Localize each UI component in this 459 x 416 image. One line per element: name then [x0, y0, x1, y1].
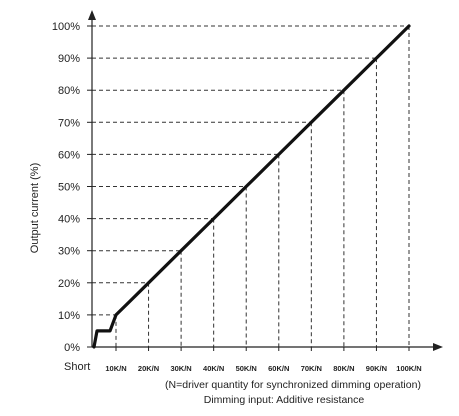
axes	[88, 10, 443, 351]
x-axis-title: Dimming input: Additive resistance	[204, 394, 365, 406]
y-tick-label: 30%	[58, 246, 80, 258]
y-tick-label: 10%	[58, 310, 80, 322]
x-tick-label: 90K/N	[366, 364, 387, 373]
y-tick-label: 0%	[64, 342, 80, 354]
series-line	[92, 24, 411, 349]
y-tick-label: 70%	[58, 117, 80, 129]
x-tick-label: 40K/N	[203, 364, 224, 373]
x-axis-arrow-icon	[433, 343, 443, 351]
x-tick-label: 30K/N	[170, 364, 191, 373]
x-tick-label: 100K/N	[396, 364, 421, 373]
x-tick-label: 70K/N	[301, 364, 322, 373]
x-tick-label: 60K/N	[268, 364, 289, 373]
y-tick-label: 90%	[58, 53, 80, 65]
y-tick-label: 50%	[58, 182, 80, 194]
x-tick-label: 80K/N	[333, 364, 354, 373]
x-tick-label: 20K/N	[138, 364, 159, 373]
y-tick-label: 60%	[58, 149, 80, 161]
y-tick-label: 100%	[52, 21, 80, 33]
chart-note: (N=driver quantity for synchronized dimm…	[165, 379, 421, 391]
y-tick-label: 20%	[58, 278, 80, 290]
y-axis-arrow-icon	[88, 10, 96, 20]
x-origin-label: Short	[64, 361, 90, 373]
y-tick-labels: 0% 10% 20% 30% 40% 50% 60% 70% 80% 90% 100%	[52, 21, 92, 354]
reference-grid	[92, 25, 410, 347]
y-tick-label: 40%	[58, 214, 80, 226]
x-tick-labels: 10K/N 20K/N 30K/N 40K/N 50K/N 60K/N 70K/N 80K/N…	[105, 347, 422, 373]
x-tick-label: 10K/N	[105, 364, 126, 373]
y-axis-title: Output current (%)	[29, 163, 41, 253]
y-tick-label: 80%	[58, 85, 80, 97]
x-tick-label: 50K/N	[236, 364, 257, 373]
